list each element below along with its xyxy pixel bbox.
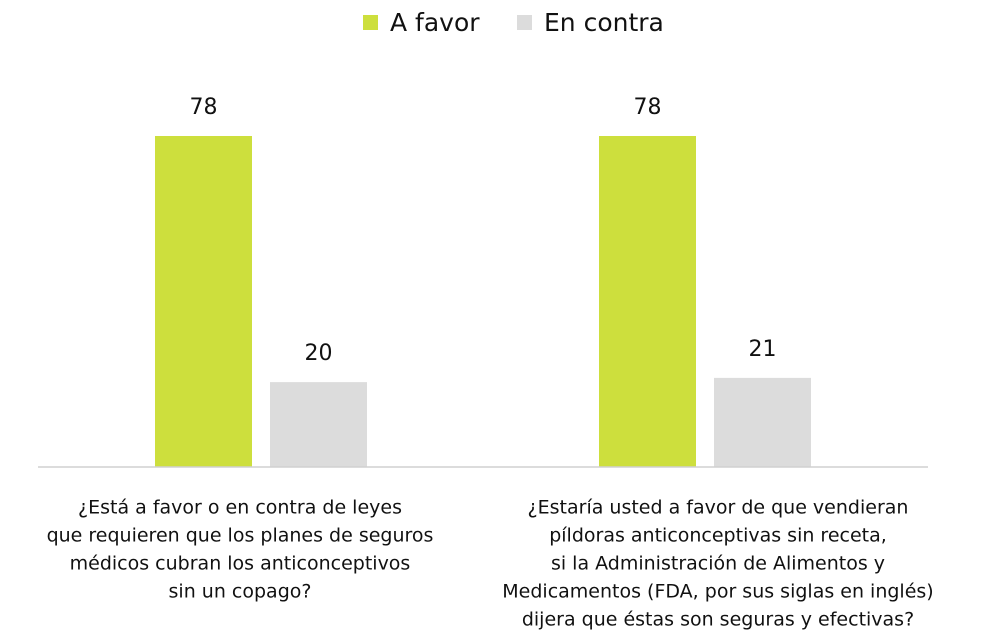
data-label: 21	[749, 337, 777, 362]
legend-label: A favor	[390, 8, 480, 37]
x-tick-label: médicos cubran los anticonceptivos	[70, 553, 411, 575]
bar	[155, 136, 252, 467]
data-label: 20	[305, 341, 333, 366]
x-tick-label: ¿Está a favor o en contra de leyes	[78, 497, 402, 519]
x-tick-label: píldoras anticonceptivas sin receta,	[549, 525, 887, 547]
legend-label: En contra	[544, 8, 664, 37]
data-label: 78	[634, 95, 662, 120]
bar	[714, 377, 811, 467]
x-tick-label: sin un copago?	[169, 581, 312, 603]
bar	[599, 136, 696, 467]
x-tick-label: ¿Estaría usted a favor de que vendieran	[528, 497, 909, 519]
x-tick-label: dijera que éstas son seguras y efectivas…	[522, 609, 914, 631]
x-tick-label: Medicamentos (FDA, por sus siglas en ing…	[502, 581, 933, 603]
legend-swatch	[517, 15, 532, 30]
bar	[270, 382, 367, 467]
x-tick-label: si la Administración de Alimentos y	[551, 553, 885, 575]
data-label: 78	[190, 95, 218, 120]
legend-swatch	[363, 15, 378, 30]
x-tick-label: que requieren que los planes de seguros	[47, 525, 434, 547]
